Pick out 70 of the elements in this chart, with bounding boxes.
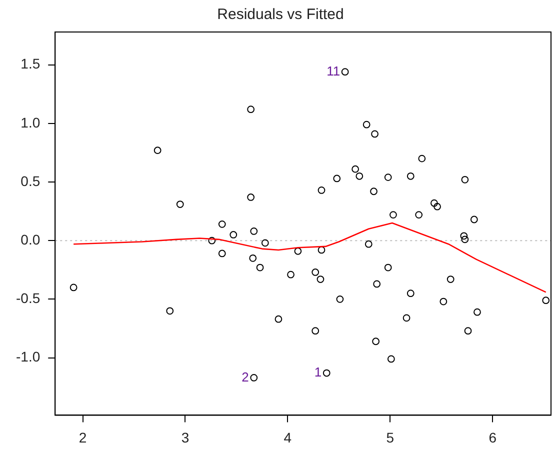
point xyxy=(474,308,481,316)
y-tick-label: 1.5 xyxy=(20,56,40,72)
point xyxy=(208,236,216,244)
point xyxy=(218,220,226,228)
point xyxy=(373,280,381,288)
point xyxy=(287,270,294,278)
x-tick-label: 5 xyxy=(386,429,394,446)
point xyxy=(542,296,550,304)
point xyxy=(406,290,414,298)
point xyxy=(356,172,364,180)
annotation: 2 xyxy=(242,369,249,384)
point xyxy=(371,130,378,138)
point xyxy=(384,174,392,182)
x-tick-label: 2 xyxy=(78,429,87,446)
point xyxy=(390,211,397,219)
point xyxy=(464,327,472,335)
point xyxy=(318,186,326,194)
point xyxy=(250,228,258,235)
point xyxy=(470,216,478,224)
point xyxy=(352,165,360,173)
point xyxy=(176,200,184,208)
point xyxy=(249,254,257,262)
point xyxy=(446,276,454,283)
point xyxy=(218,250,226,258)
point xyxy=(230,231,238,238)
y-tick-label: 0.5 xyxy=(20,172,40,189)
point xyxy=(166,307,174,315)
annotation: 1 xyxy=(314,364,322,380)
point xyxy=(434,202,441,210)
point xyxy=(460,232,468,240)
point xyxy=(430,199,438,207)
x-tick-label: 6 xyxy=(488,429,497,446)
chart-title: Residuals vs Fitted xyxy=(217,6,344,24)
y-tick-label: 0.0 xyxy=(20,231,40,248)
point xyxy=(247,194,255,201)
point xyxy=(406,172,414,180)
x-tick-label: 4 xyxy=(284,429,292,446)
point xyxy=(418,154,426,162)
y-tick-label: 1.0 xyxy=(20,114,40,130)
y-tick-label: -0.5 xyxy=(16,290,40,306)
point xyxy=(261,239,269,247)
point xyxy=(333,174,341,182)
point xyxy=(336,295,344,303)
point xyxy=(312,327,320,335)
point xyxy=(461,176,469,184)
point xyxy=(362,120,370,128)
point xyxy=(372,338,380,346)
point xyxy=(440,298,448,306)
point xyxy=(415,211,423,219)
point xyxy=(70,284,78,292)
point xyxy=(318,246,326,254)
point xyxy=(384,264,392,272)
point xyxy=(364,240,372,248)
point xyxy=(387,355,395,363)
point xyxy=(341,68,349,76)
x-tick-label: 3 xyxy=(181,429,190,446)
point xyxy=(250,374,258,382)
point xyxy=(154,146,162,154)
point xyxy=(322,369,330,377)
point xyxy=(294,247,302,255)
point xyxy=(402,314,410,322)
point xyxy=(274,315,282,323)
point xyxy=(247,106,255,114)
point xyxy=(316,276,324,283)
point xyxy=(461,236,469,244)
point xyxy=(370,188,378,196)
y-tick-label: -1.0 xyxy=(16,348,40,365)
point xyxy=(256,264,264,272)
annotation: 11 xyxy=(326,63,340,78)
point xyxy=(312,268,320,276)
